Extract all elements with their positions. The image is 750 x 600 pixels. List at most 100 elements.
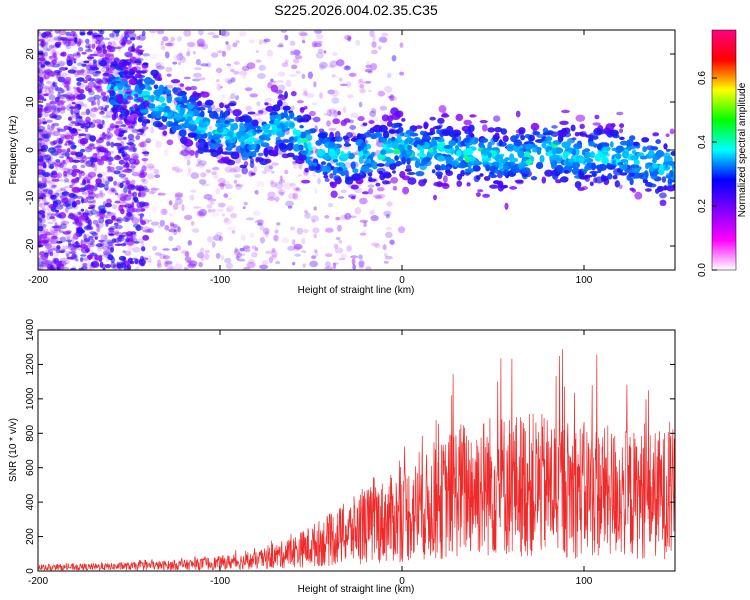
heatmap-cell	[473, 160, 481, 164]
heatmap-cell	[443, 145, 453, 149]
heatmap-cell	[92, 153, 98, 159]
heatmap-cell	[455, 145, 459, 150]
heatmap-cell	[86, 31, 93, 35]
heatmap-cell	[121, 41, 126, 46]
heatmap-cell	[385, 146, 390, 151]
heatmap-cell	[168, 236, 174, 241]
snr-plot-area	[38, 348, 675, 571]
heatmap-cell	[38, 257, 41, 265]
heatmap-cell	[301, 250, 307, 253]
heatmap-cell	[397, 134, 402, 142]
heatmap-cell	[666, 185, 675, 192]
heatmap-cell	[482, 124, 488, 132]
heatmap-cell	[390, 107, 399, 115]
heatmap-cell	[102, 95, 108, 102]
heatmap-cell	[255, 143, 261, 151]
heatmap-cell	[97, 99, 101, 106]
heatmap-cell	[296, 227, 304, 235]
heatmap-cell	[38, 70, 41, 76]
heatmap-cell	[661, 176, 667, 183]
heatmap-cell	[92, 199, 96, 204]
heatmap-cell	[41, 192, 45, 198]
heatmap-cell	[129, 74, 134, 78]
heatmap-cell	[166, 95, 172, 104]
snr-xtick-label: -100	[210, 576, 230, 587]
heatmap-cell	[87, 81, 97, 88]
colorbar: 0.00.20.40.6 Normalized spectral amplitu…	[697, 29, 748, 277]
heatmap-cell	[38, 85, 44, 90]
snr-ytick-label: 1400	[25, 318, 36, 341]
heatmap-cell	[58, 230, 64, 233]
heatmap-cell	[154, 174, 161, 179]
heatmap-cell	[55, 248, 61, 254]
heatmap-cell	[606, 164, 616, 170]
heatmap-cell	[294, 187, 302, 192]
heatmap-cell	[55, 166, 59, 172]
heatmap-cell	[344, 212, 352, 220]
heatmap-cell	[652, 158, 657, 164]
heatmap-cell	[40, 189, 47, 196]
heatmap-cell	[632, 141, 640, 147]
heatmap-cell	[69, 57, 76, 62]
heatmap-cell	[420, 130, 425, 136]
heatmap-cell	[314, 249, 319, 257]
heatmap-cell	[85, 108, 91, 116]
heatmap-cell	[69, 213, 79, 220]
heatmap-cell	[578, 170, 585, 179]
heatmap-cell	[165, 66, 173, 73]
heatmap-cell	[138, 91, 143, 94]
heatmap-cell	[103, 37, 111, 41]
heatmap-cell	[617, 162, 624, 166]
heatmap-cell	[51, 178, 60, 182]
heatmap-cell	[86, 210, 94, 217]
heatmap-cell	[85, 43, 91, 49]
heatmap-cell	[71, 171, 77, 177]
heatmap-cell	[131, 217, 140, 224]
heatmap-cell	[506, 143, 515, 152]
heatmap-cell	[139, 116, 147, 119]
heatmap-cell	[263, 129, 273, 134]
heatmap-cell	[47, 190, 54, 195]
heatmap-cell	[325, 253, 333, 258]
heatmap-cell	[61, 197, 69, 204]
heatmap-cell	[315, 52, 324, 59]
heatmap-cell	[42, 45, 50, 51]
heatmap-cell	[468, 131, 474, 137]
heatmap-cell	[88, 236, 93, 240]
heatmap-cell	[350, 184, 359, 190]
heatmap-cell	[384, 253, 388, 257]
heatmap-cell	[589, 170, 599, 174]
heatmap-cell	[406, 144, 412, 151]
heatmap-cell	[227, 197, 233, 201]
heatmap-cell	[87, 259, 91, 267]
heatmap-cell	[183, 266, 188, 270]
heatmap-cell	[518, 127, 526, 135]
heatmap-cell	[113, 180, 118, 186]
heatmap-cell	[124, 177, 129, 183]
heatmap-cell	[110, 60, 118, 67]
heatmap-cell	[532, 131, 541, 136]
heatmap-cell	[368, 178, 377, 182]
heatmap-cell	[125, 39, 132, 45]
heatmap-cell	[137, 99, 143, 102]
heatmap-cell	[55, 199, 62, 205]
heatmap-cell	[419, 162, 426, 166]
heatmap-cell	[75, 151, 84, 157]
heatmap-cell	[289, 40, 296, 46]
heatmap-cell	[114, 46, 122, 50]
heatmap-cell	[65, 96, 74, 100]
heatmap-cell	[149, 54, 159, 60]
heatmap-cell	[81, 191, 88, 195]
heatmap-cell	[135, 57, 144, 62]
heatmap-cell	[331, 97, 340, 104]
heatmap-cell	[619, 123, 625, 128]
heatmap-cell	[50, 105, 57, 114]
heatmap-cell	[351, 173, 361, 181]
heatmap-cell	[95, 40, 102, 45]
heatmap-cell	[139, 255, 145, 262]
heatmap-cell	[230, 93, 236, 99]
heatmap-cell	[220, 255, 225, 261]
heatmap-cell	[256, 125, 261, 130]
heatmap-cell	[180, 250, 189, 254]
heatmap-cell	[215, 232, 223, 236]
